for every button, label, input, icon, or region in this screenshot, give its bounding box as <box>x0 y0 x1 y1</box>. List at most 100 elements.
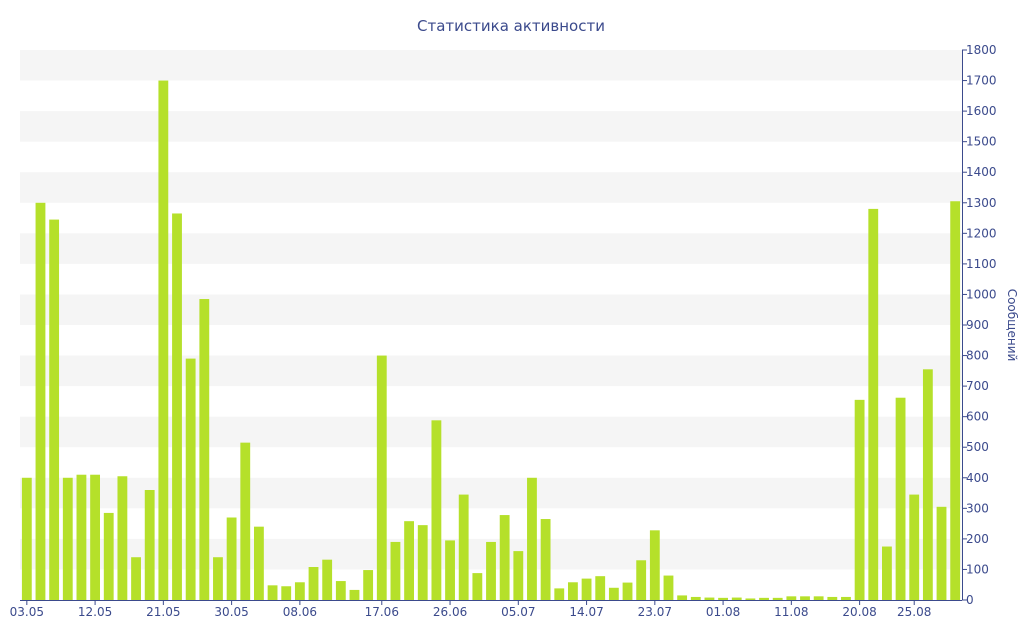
bar <box>117 476 128 600</box>
y-tick-label: 1300 <box>966 196 997 210</box>
y-tick-label: 1700 <box>966 74 997 88</box>
bar <box>649 530 660 600</box>
bar <box>486 541 496 600</box>
bar <box>90 474 100 600</box>
y-tick-label: 1500 <box>966 135 997 149</box>
bar <box>294 582 305 600</box>
y-tick-label: 1400 <box>966 165 997 179</box>
bars-group <box>21 80 961 600</box>
bar <box>854 399 865 600</box>
bar <box>704 597 715 600</box>
y-tick-label: 200 <box>966 532 989 546</box>
bar <box>226 517 237 600</box>
bar <box>376 355 387 600</box>
grid-band <box>20 111 962 142</box>
x-tick-label: 20.08 <box>842 605 876 619</box>
bar <box>499 515 510 600</box>
bar <box>745 598 756 600</box>
bar <box>786 596 797 600</box>
bar <box>308 567 319 600</box>
y-tick-label: 300 <box>966 501 989 515</box>
x-tick-label: 12.05 <box>78 605 112 619</box>
bar <box>677 595 688 600</box>
y-tick-label: 1600 <box>966 104 997 118</box>
bar <box>76 474 87 600</box>
bar <box>240 442 251 600</box>
x-tick-label: 14.07 <box>569 605 603 619</box>
bar <box>335 581 346 600</box>
bar <box>636 560 647 600</box>
bar <box>49 219 60 600</box>
bar <box>595 576 606 600</box>
bar <box>404 521 414 600</box>
bar <box>513 551 524 600</box>
chart-title: Статистика активности <box>417 17 605 35</box>
x-tick-label: 26.06 <box>433 605 467 619</box>
bar <box>131 557 141 600</box>
bar <box>759 597 769 600</box>
bar <box>608 587 619 600</box>
bar <box>144 490 155 600</box>
bar <box>267 585 278 600</box>
bar <box>731 597 742 600</box>
x-tick-label: 01.08 <box>706 605 740 619</box>
bar <box>800 596 810 600</box>
bar <box>390 541 401 600</box>
bar <box>458 494 469 600</box>
y-tick-label: 100 <box>966 562 989 576</box>
x-tick-label: 30.05 <box>214 605 248 619</box>
bar <box>349 589 360 600</box>
x-tick-label: 05.07 <box>501 605 535 619</box>
bar <box>841 596 851 600</box>
bar <box>895 397 906 600</box>
bar <box>254 526 264 600</box>
bar <box>936 506 947 600</box>
y-tick-label: 600 <box>966 410 989 424</box>
bar <box>718 597 728 600</box>
x-tick-label: 11.08 <box>774 605 808 619</box>
bar <box>103 512 114 600</box>
bar <box>581 578 592 600</box>
bar <box>62 477 73 600</box>
bar <box>322 559 333 600</box>
bar <box>868 208 879 600</box>
bar <box>35 202 46 600</box>
x-tick-label: 17.06 <box>365 605 399 619</box>
bar <box>158 80 169 600</box>
y-tick-label: 800 <box>966 349 989 363</box>
bar <box>882 546 892 600</box>
bar <box>554 588 565 600</box>
bar <box>172 213 182 600</box>
x-tick-label: 25.08 <box>897 605 931 619</box>
bar <box>568 582 578 600</box>
bar <box>21 477 32 600</box>
bar <box>813 596 824 600</box>
grid-band <box>20 50 962 81</box>
bar <box>622 582 633 600</box>
y-tick-label: 900 <box>966 318 989 332</box>
x-tick-label: 23.07 <box>638 605 672 619</box>
bar <box>281 586 292 600</box>
bar <box>472 573 483 600</box>
y-tick-label: 1200 <box>966 226 997 240</box>
bar <box>663 575 674 600</box>
y-tick-label: 700 <box>966 379 989 393</box>
y-tick-label: 0 <box>966 593 974 607</box>
bar <box>827 596 838 600</box>
bar <box>690 596 701 600</box>
x-tick-label: 21.05 <box>146 605 180 619</box>
y-tick-label: 500 <box>966 440 989 454</box>
bar <box>199 299 210 600</box>
grid-band <box>20 172 962 203</box>
y-tick-label: 1000 <box>966 287 997 301</box>
y-axis-title: Сообщений <box>1005 289 1019 362</box>
bar <box>540 519 551 600</box>
bar <box>909 494 920 600</box>
bar <box>445 540 455 600</box>
x-tick-label: 08.06 <box>283 605 317 619</box>
bar <box>185 358 196 600</box>
y-tick-label: 1800 <box>966 43 997 57</box>
bar <box>527 477 537 600</box>
bar <box>922 369 933 600</box>
